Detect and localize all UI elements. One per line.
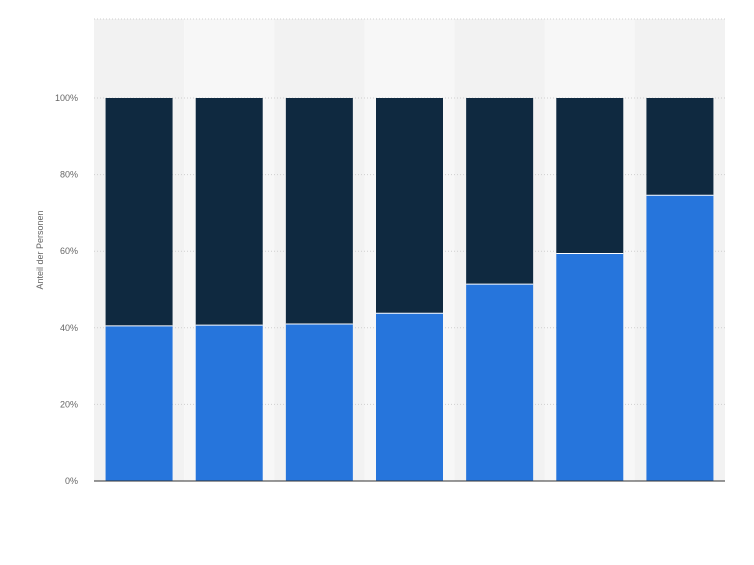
- y-tick-label: 80%: [60, 170, 78, 180]
- bar-segment-series-2[interactable]: [646, 98, 714, 196]
- y-tick-label: 20%: [60, 399, 78, 409]
- bar-segment-series-2[interactable]: [285, 98, 353, 324]
- bar-segment-series-1[interactable]: [195, 325, 263, 481]
- y-tick-label: 100%: [55, 93, 78, 103]
- bar-segment-series-1[interactable]: [466, 284, 534, 481]
- bar-segment-series-2[interactable]: [105, 98, 173, 326]
- bar-segment-series-2[interactable]: [466, 98, 534, 285]
- bar-segment-series-1[interactable]: [556, 253, 624, 481]
- y-tick-label: 0%: [65, 476, 78, 486]
- y-tick-labels: 0% 20% 40% 60% 80% 100%: [55, 93, 78, 486]
- bar-segment-series-1[interactable]: [376, 313, 443, 481]
- y-tick-label: 60%: [60, 246, 78, 256]
- bar-segment-series-2[interactable]: [556, 98, 624, 254]
- bar-segment-series-2[interactable]: [376, 98, 443, 314]
- bar-segment-series-1[interactable]: [646, 195, 714, 482]
- y-tick-label: 40%: [60, 323, 78, 333]
- bars-group: [105, 98, 714, 482]
- bar-segment-series-1[interactable]: [285, 323, 353, 481]
- bar-segment-series-2[interactable]: [195, 98, 263, 326]
- bar-segment-series-1[interactable]: [105, 325, 173, 481]
- y-axis-title: Anteil der Personen: [35, 210, 45, 289]
